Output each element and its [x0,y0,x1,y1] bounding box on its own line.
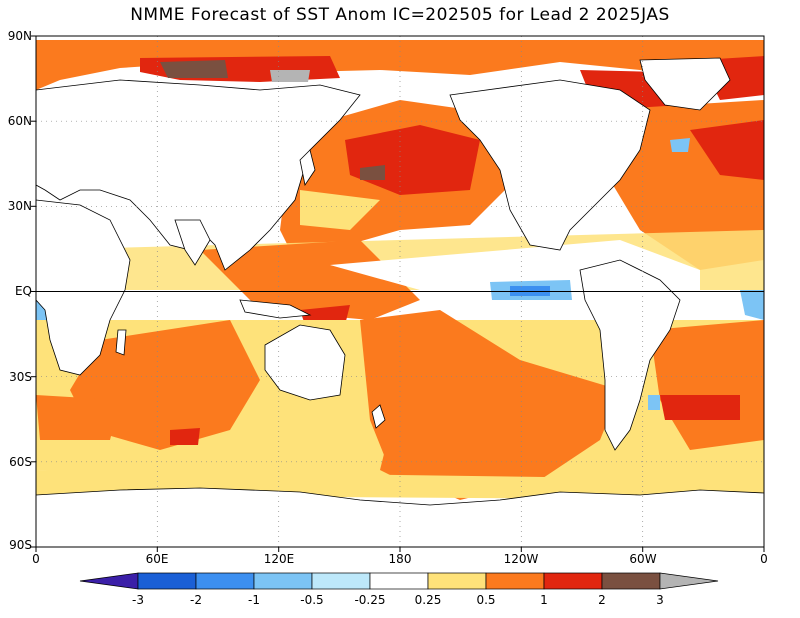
lat-label: 60S [9,455,32,469]
lon-label: 60W [629,552,657,566]
lat-label: 30N [7,199,32,213]
anomaly-region-indian-ocean-south [36,395,120,440]
continents [36,57,764,547]
land-africa [36,199,131,376]
anomaly-region-labrador-cold [670,138,690,152]
anomaly-region-southern-ocean [380,430,480,490]
colorbar-tick-label: -2 [190,593,202,607]
colorbar-tick-label: -0.25 [354,593,386,607]
colorbar-bin [137,572,197,590]
map-title: NMME Forecast of SST Anom IC=202505 for … [130,5,670,25]
lat-label: 60N [7,114,32,128]
land-india [174,219,211,266]
anomaly-region-arctic-grey [270,70,310,82]
colorbar-tick-label: 1 [540,593,548,607]
lat-label: 30S [9,370,32,384]
land-greenland [639,57,731,111]
lon-label: 180 [388,552,412,566]
colorbar-tick-label: -3 [132,593,144,607]
lat-label: 90S [9,538,32,552]
colorbar-bin [601,572,661,590]
land-australia [264,324,346,401]
anomaly-region-south-atlantic-strong [660,395,740,420]
land-new-zealand [371,404,386,429]
colorbar-tick-label: 2 [598,593,606,607]
lat-label: EQ [14,284,32,298]
colorbar-tick-label: 0.25 [414,593,442,607]
anomaly-region-arctic [36,40,764,95]
colorbar [79,572,719,590]
colorbar-bin [427,572,487,590]
lon-label: 120E [263,552,295,566]
colorbar-tick-label: -0.5 [300,593,324,607]
lon-label: 0 [760,552,768,566]
land-eurasia [36,79,361,271]
anomaly-region-south-atlantic-cold [648,395,660,410]
anomaly-region-southern-ocean-strong [170,428,200,445]
anomaly-region-eq-pacific-cold-strong [510,286,550,296]
lon-label: 0 [32,552,40,566]
land-japan [299,149,316,187]
anomaly-region-north-pacific-brown [360,165,385,180]
colorbar-bin [369,572,429,590]
land-south-america [579,259,681,451]
colorbar-bin [195,572,255,590]
anomaly-region-arctic-brown [160,60,228,78]
colorbar-bin [253,572,313,590]
anomaly-region-warm-pool [200,240,420,320]
colorbar-arrow-high [659,572,719,590]
land-antarctica [36,487,764,547]
land-madagascar [115,329,127,356]
lon-label: 60E [145,552,169,566]
colorbar-tick-label: 0.5 [476,593,496,607]
lon-label: 120W [503,552,539,566]
axis-ticks [31,35,765,552]
land-north-america [449,79,651,251]
colorbar-tick-label: 3 [656,593,664,607]
land-indonesia [239,299,312,319]
anomaly-region-north-atlantic-strong [690,120,764,180]
lat-label: 90N [7,29,32,43]
colorbar-bin [485,572,545,590]
colorbar-arrow-low [79,572,139,590]
colorbar-bin [311,572,371,590]
anomaly-region-atlantic-eq-cold [740,290,764,320]
anomaly-region-north-pacific-yellow [300,190,380,230]
colorbar-bin [543,572,603,590]
colorbar-tick-label: -1 [248,593,260,607]
